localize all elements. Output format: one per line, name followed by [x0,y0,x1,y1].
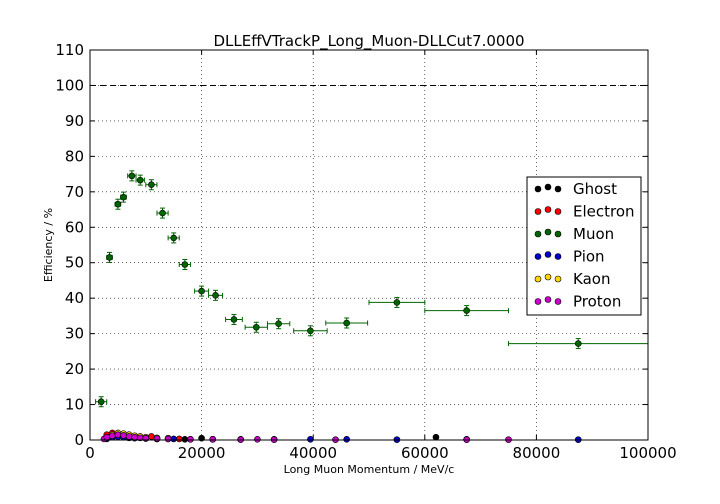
legend-marker [534,253,542,260]
data-point [275,320,282,328]
data-point [114,200,122,208]
data-point [131,433,138,441]
legend-marker [544,251,552,258]
legend-label: Proton [573,293,621,311]
x-tick-label: 60000 [401,444,449,462]
data-point [463,307,470,314]
data-point [114,431,122,438]
legend-item-electron: Electron [534,203,635,221]
data-point [106,254,113,261]
legend-marker [554,298,562,305]
data-point [212,292,219,299]
y-axis-label: Efficiency / % [42,208,55,282]
legend-item-pion: Pion [534,248,605,266]
legend-item-ghost: Ghost [534,180,617,198]
series-proton [100,431,512,443]
data-point [120,193,127,201]
y-tick-label: 70 [65,183,84,201]
chart-title: DLLEffVTrackP_Long_Muon-DLLCut7.0000 [213,32,524,51]
legend-item-muon: Muon [534,225,614,243]
legend-marker [544,273,552,281]
data-point [393,299,401,306]
axes: 0 20000 40000 60000 80000 100000 0 10 20 30 40 50 60… [55,41,676,462]
legend-marker [554,230,562,238]
x-tick-label: 20000 [178,444,226,462]
y-tick-label: 20 [65,360,84,378]
y-tick-label: 100 [55,76,84,94]
y-tick-label: 0 [74,431,84,449]
data-point [181,261,189,268]
legend-label: Kaon [573,270,610,288]
data-point [198,287,205,295]
data-point [307,435,314,443]
data-point [136,176,144,184]
data-point [170,435,177,443]
data-point [230,316,238,323]
x-axis-label: Long Muon Momentum / MeV/c [284,463,455,476]
data-point [125,433,133,440]
y-tick-label: 90 [65,112,84,130]
legend-item-kaon: Kaon [534,270,610,288]
data-point [574,340,582,347]
data-point [187,435,194,443]
series-layer [95,170,649,443]
legend: Ghost Electron Muon Pion Kaon Proton [526,176,642,316]
data-point [432,433,440,441]
data-point [148,181,155,189]
data-point [153,435,161,442]
data-point [209,435,217,443]
legend-label: Ghost [573,180,617,198]
legend-marker [534,230,542,238]
data-point [159,209,166,217]
legend-marker [534,298,542,305]
legend-label: Muon [573,225,614,243]
x-tick-label: 40000 [289,444,337,462]
data-point [128,172,136,180]
data-point [307,327,314,335]
data-point [109,432,116,440]
x-tick-label: 80000 [513,444,561,462]
y-tick-label: 110 [55,41,84,59]
y-tick-label: 60 [65,218,84,236]
legend-label: Electron [573,203,635,221]
y-tick-label: 50 [65,254,84,272]
data-point [175,435,183,443]
series-muon [95,170,649,408]
data-point [181,435,189,443]
data-point [254,435,261,443]
legend-marker [544,296,552,303]
plot-frame [89,49,649,441]
legend-marker [544,183,552,191]
data-point [103,433,111,441]
y-tick-label: 30 [65,325,84,343]
legend-marker [554,253,562,260]
legend-label: Pion [573,248,605,266]
x-tick-label: 0 [85,444,95,462]
y-tick-label: 40 [65,289,84,307]
data-point [343,435,350,443]
legend-marker [554,185,562,193]
legend-marker [544,228,552,236]
legend-item-proton: Proton [534,293,621,311]
data-point [252,323,260,331]
data-point [343,319,350,327]
data-point [97,398,105,406]
legend-marker [534,208,542,215]
x-tick-label: 100000 [619,444,676,462]
data-point [120,432,127,439]
legend-marker [554,275,562,283]
data-point [148,433,155,440]
legend-marker [554,208,562,215]
data-point [170,234,177,242]
legend-marker [534,275,542,283]
y-tick-label: 10 [65,396,84,414]
y-tick-label: 80 [65,147,84,165]
legend-marker [534,185,542,193]
legend-marker [544,206,552,213]
data-point [164,435,172,443]
legend-frame [526,176,642,316]
